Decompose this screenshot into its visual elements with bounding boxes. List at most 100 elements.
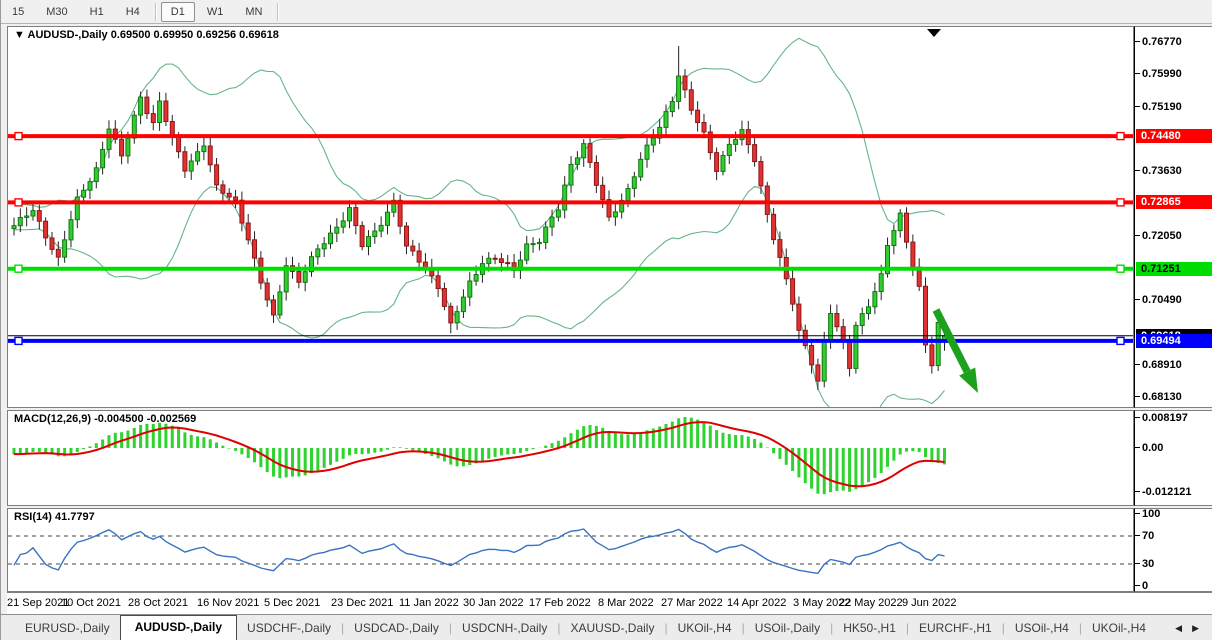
- hline-handle[interactable]: [1116, 336, 1125, 346]
- rsi-tick-label: 100: [1135, 508, 1161, 520]
- chart-tab-audusd-daily[interactable]: AUDUSD-,Daily: [119, 615, 238, 640]
- chart-shift-triangle-icon[interactable]: [927, 29, 941, 37]
- date-tick-label: 10 Oct 2021: [61, 597, 121, 609]
- hline-handle[interactable]: [1116, 131, 1125, 141]
- trend-arrow-head[interactable]: [959, 367, 978, 393]
- hline-handle[interactable]: [14, 198, 23, 207]
- macd-tick-label: 0.008197: [1135, 412, 1188, 424]
- rsi-axis[interactable]: 100 70 30 0: [1134, 508, 1212, 592]
- hline-price-badge-pivot-green: 0.71251: [1136, 262, 1212, 276]
- tab-separator: |: [448, 621, 452, 635]
- price-tick-label: 0.75190: [1135, 101, 1182, 113]
- candles: [11, 46, 947, 390]
- chart-tab-usoil-h4[interactable]: USOil-,H4: [1014, 621, 1069, 635]
- chart-tab-ukoil-h4[interactable]: UKOil-,H4: [1091, 621, 1146, 635]
- chart-tab-usdcnh-daily[interactable]: USDCNH-,Daily: [461, 621, 548, 635]
- chart-tab-usdcad-daily[interactable]: USDCAD-,Daily: [354, 621, 439, 635]
- toolbar-separator: [277, 2, 279, 21]
- chart-tab-xauusd-daily[interactable]: XAUUSD-,Daily: [570, 621, 655, 635]
- timeframe-button-15[interactable]: 15: [12, 5, 25, 18]
- date-tick-label: 16 Nov 2021: [197, 597, 260, 609]
- hline-price-badge-support-blue: 0.69494: [1136, 334, 1212, 348]
- date-tick-label: 30 Jan 2022: [463, 597, 524, 609]
- hline-handle[interactable]: [14, 264, 23, 273]
- tab-scroll-right-icon[interactable]: ▶: [1192, 623, 1199, 633]
- tab-separator: |: [905, 621, 910, 635]
- bollinger-upper-band: [13, 37, 945, 232]
- price-tick-label: 0.70490: [1135, 294, 1182, 306]
- date-tick-label: 8 Mar 2022: [598, 597, 654, 609]
- macd-signal-line: [14, 421, 945, 488]
- timeframe-button-w1[interactable]: W1: [206, 5, 224, 18]
- timeframe-button-h1[interactable]: H1: [89, 5, 104, 18]
- macd-chart-canvas[interactable]: [8, 411, 1133, 505]
- tab-separator: |: [741, 621, 745, 635]
- date-tick-label: 27 Mar 2022: [661, 597, 723, 609]
- rsi-label: RSI(14) 41.7797: [14, 511, 95, 523]
- chart-ohlc-values: 0.69500 0.69950 0.69256 0.69618: [110, 29, 279, 41]
- chart-tab-eurchf-h1[interactable]: EURCHF-,H1: [919, 621, 992, 635]
- chart-title: ▼ AUDUSD-,Daily 0.69500 0.69950 0.69256 …: [14, 29, 279, 41]
- chart-tab-usdchf-daily[interactable]: USDCHF-,Daily: [247, 621, 332, 635]
- chart-tab-hk50-h1[interactable]: HK50-,H1: [843, 621, 896, 635]
- tab-separator: |: [664, 621, 668, 635]
- rsi-tick-label: 30: [1135, 558, 1155, 570]
- bollinger-lower-band: [14, 185, 945, 407]
- macd-axis[interactable]: 0.008197 0.00 -0.012121: [1134, 410, 1212, 506]
- timeframe-button-h4[interactable]: H4: [125, 5, 140, 18]
- chart-dropdown-icon[interactable]: ▼: [14, 29, 25, 41]
- date-tick-label: 23 Dec 2021: [331, 597, 394, 609]
- price-tick-label: 0.76770: [1135, 36, 1182, 48]
- timeframe-button-mn[interactable]: MN: [245, 5, 263, 18]
- rsi-indicator-panel[interactable]: RSI(14) 41.7797: [7, 508, 1134, 592]
- chart-tab-ukoil-h4[interactable]: UKOil-,H4: [677, 621, 732, 635]
- rsi-name: RSI(14): [14, 511, 52, 523]
- hline-price-badge-resistance-lower: 0.72865: [1136, 195, 1212, 209]
- date-tick-label: 11 Jan 2022: [399, 597, 459, 609]
- panel-splitter-rsi[interactable]: [1, 506, 1212, 508]
- trend-arrow-shaft[interactable]: [932, 308, 971, 374]
- price-axis[interactable]: 0.76770 0.75990 0.75190 0.73630 0.72050 0.704…: [1134, 26, 1212, 408]
- rsi-chart-canvas[interactable]: [8, 509, 1133, 591]
- panel-splitter-macd[interactable]: [1, 408, 1212, 410]
- macd-label: MACD(12,26,9) -0.004500 -0.002569: [14, 413, 196, 425]
- tab-separator: |: [1078, 621, 1082, 635]
- time-axis[interactable]: 21 Sep 2021 10 Oct 2021 28 Oct 2021 16 Nov …: [7, 592, 1212, 614]
- hline-handle[interactable]: [1116, 264, 1125, 273]
- rsi-tick-label: 0: [1135, 580, 1149, 592]
- chart-tab-usoil-daily[interactable]: USOil-,Daily: [754, 621, 821, 635]
- date-tick-label: 28 Oct 2021: [128, 597, 188, 609]
- tab-separator: |: [341, 621, 345, 635]
- rsi-value: 41.7797: [54, 511, 95, 523]
- date-tick-label: 9 Jun 2022: [902, 597, 957, 609]
- chart-tab-eurusd-daily[interactable]: EURUSD-,Daily: [25, 621, 110, 635]
- timeframe-button-d1[interactable]: D1: [160, 1, 195, 22]
- macd-name: MACD(12,26,9): [14, 413, 92, 425]
- chart-tab-bar: EURUSD-,Daily AUDUSD-,Daily USDCHF-,Daily |…: [1, 614, 1212, 640]
- hline-handle[interactable]: [14, 131, 23, 141]
- hline-handle[interactable]: [1116, 198, 1125, 207]
- rsi-tick-label: 70: [1135, 530, 1155, 542]
- macd-values: -0.004500 -0.002569: [94, 413, 197, 425]
- date-tick-label: 22 May 2022: [839, 597, 903, 609]
- rsi-line: [13, 528, 945, 575]
- date-tick-label: 17 Feb 2022: [529, 597, 591, 609]
- tab-scroll-left-icon[interactable]: ◀: [1175, 623, 1183, 633]
- toolbar-separator: [154, 2, 156, 21]
- chart-symbol-label: AUDUSD-,Daily: [27, 29, 108, 41]
- macd-tick-label: 0.00: [1135, 442, 1164, 454]
- date-tick-label: 3 May 2022: [793, 597, 851, 609]
- tab-separator: |: [830, 621, 834, 635]
- price-tick-label: 0.73630: [1135, 165, 1182, 177]
- hline-handle[interactable]: [14, 336, 23, 346]
- price-tick-label: 0.68910: [1135, 359, 1182, 371]
- candlestick-chart-canvas[interactable]: [8, 27, 1133, 407]
- timeframe-button-m30[interactable]: M30: [46, 5, 68, 18]
- price-tick-label: 0.72050: [1135, 230, 1182, 242]
- tab-separator: |: [557, 621, 561, 635]
- price-tick-label: 0.75990: [1135, 68, 1182, 80]
- macd-indicator-panel[interactable]: MACD(12,26,9) -0.004500 -0.002569: [7, 410, 1134, 506]
- main-chart-panel[interactable]: ▼ AUDUSD-,Daily 0.69500 0.69950 0.69256 …: [7, 26, 1134, 408]
- tab-separator: |: [1001, 621, 1005, 635]
